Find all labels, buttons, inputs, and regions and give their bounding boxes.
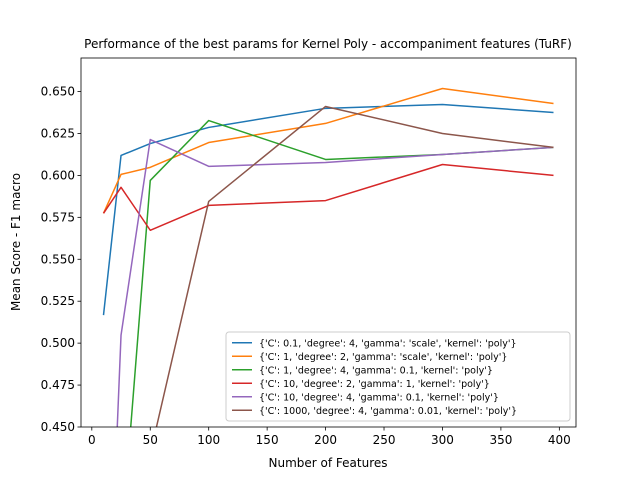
- series-line: [102, 163, 554, 232]
- legend-label: {'C': 10, 'degree': 2, 'gamma': 1, 'kern…: [259, 379, 490, 390]
- plot-area: [102, 87, 554, 427]
- x-tick-label: 300: [431, 433, 454, 447]
- x-tick-label: 50: [143, 433, 158, 447]
- series-line: [116, 138, 554, 427]
- x-tick-label: 350: [489, 433, 512, 447]
- y-tick-label: 0.550: [41, 252, 75, 266]
- y-tick-label: 0.525: [41, 294, 75, 308]
- y-tick-label: 0.475: [41, 378, 75, 392]
- x-tick-label: 200: [314, 433, 337, 447]
- chart-title: Performance of the best params for Kerne…: [84, 37, 572, 51]
- series-line: [155, 105, 554, 427]
- legend-label: {'C': 1, 'degree': 4, 'gamma': 0.1, 'ker…: [259, 365, 493, 376]
- legend-label: {'C': 1, 'degree': 2, 'gamma': 'scale', …: [259, 352, 507, 363]
- y-tick-label: 0.625: [41, 126, 75, 140]
- x-tick-label: 150: [256, 433, 279, 447]
- y-tick-label: 0.650: [41, 85, 75, 99]
- x-tick-label: 250: [373, 433, 396, 447]
- series-line: [102, 103, 554, 316]
- x-tick-label: 400: [548, 433, 571, 447]
- legend-box: [225, 331, 571, 422]
- legend-label: {'C': 1000, 'degree': 4, 'gamma': 0.01, …: [259, 406, 517, 417]
- y-tick-label: 0.600: [41, 168, 75, 182]
- legend-label: {'C': 0.1, 'degree': 4, 'gamma': 'scale'…: [259, 338, 517, 349]
- legend-label: {'C': 10, 'degree': 4, 'gamma': 0.1, 'ke…: [259, 392, 499, 403]
- series-line: [102, 87, 554, 214]
- axes-frame: [80, 57, 577, 428]
- y-tick-label: 0.450: [41, 420, 75, 434]
- x-tick-label: 100: [197, 433, 220, 447]
- y-tick-label: 0.575: [41, 210, 75, 224]
- x-axis-label: Number of Features: [269, 456, 388, 470]
- y-tick-label: 0.500: [41, 336, 75, 350]
- y-axis-label: Mean Score - F1 macro: [9, 173, 23, 311]
- x-tick-label: 0: [88, 433, 96, 447]
